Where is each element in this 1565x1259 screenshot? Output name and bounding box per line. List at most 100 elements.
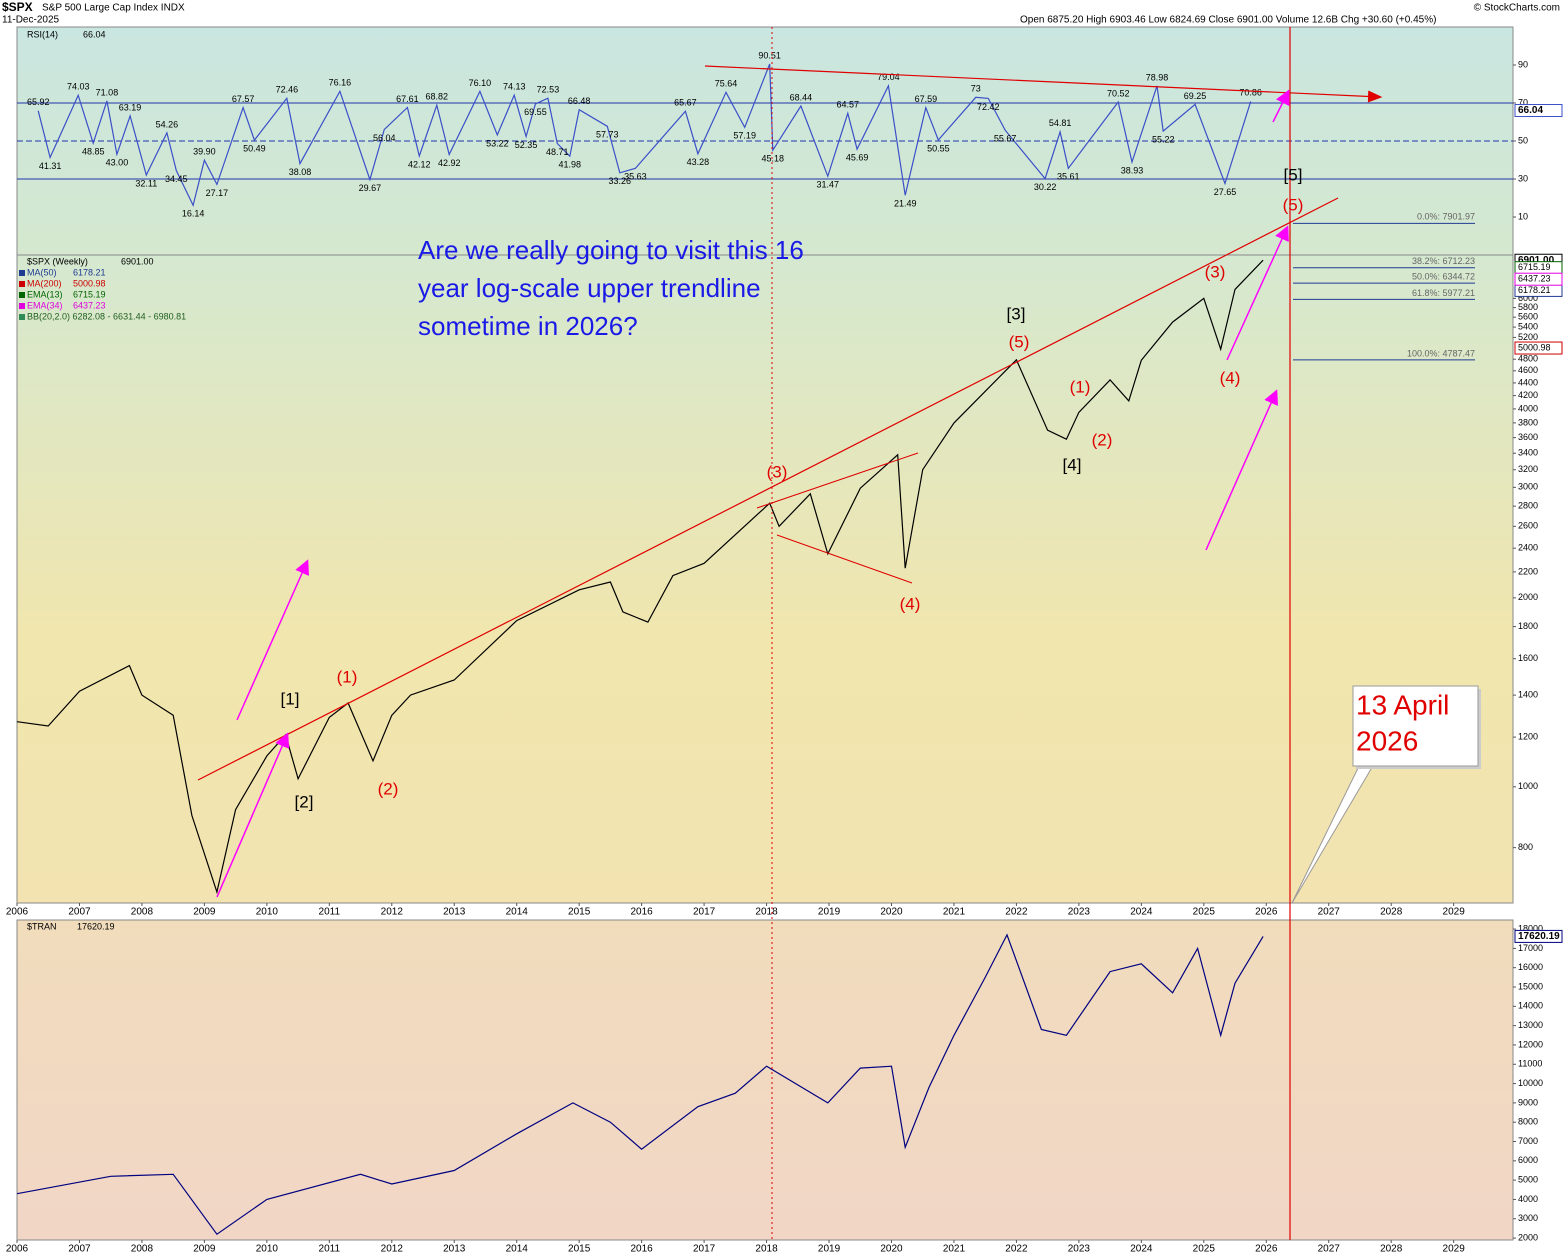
marks: 10 30 50 70 90 65.92 41.31 74.03 48.85 71.08 43.00… — [6, 29, 1563, 1255]
data-label: 67.57 — [232, 94, 255, 104]
data-label: 45.18 — [762, 154, 785, 164]
data-label: 48.71 — [546, 147, 569, 157]
x-tick-label: 2008 — [131, 907, 154, 918]
x-tick-label: 2021 — [943, 1244, 966, 1255]
wave-label: (3) — [767, 462, 788, 481]
y-tick-label: 4600 — [1518, 365, 1538, 375]
y-tick-label: 1200 — [1518, 731, 1538, 741]
data-label: 35.61 — [1057, 172, 1080, 182]
y-tick-label: 6000 — [1518, 293, 1538, 303]
x-tick-label: 2020 — [880, 907, 903, 918]
date: 11-Dec-2025 — [2, 15, 60, 26]
y-tick-label: 15000 — [1518, 981, 1543, 991]
y-tick-label: 10 — [1518, 211, 1528, 221]
data-label: 39.90 — [193, 147, 216, 157]
data-label: 76.16 — [329, 78, 352, 88]
legend-swatch — [19, 303, 25, 309]
data-label: 74.03 — [67, 82, 90, 92]
arrow — [236, 559, 309, 721]
x-tick-label: 2025 — [1193, 1244, 1216, 1255]
quote: Open 6875.20 High 6903.46 Low 6824.69 Cl… — [1020, 15, 1436, 26]
x-tick-label: 2012 — [381, 907, 404, 918]
x-tick-label: 2006 — [6, 1244, 29, 1255]
x-tick-label: 2007 — [68, 1244, 91, 1255]
data-label: 72.46 — [276, 85, 299, 95]
y-tick-label: 9000 — [1518, 1097, 1538, 1107]
y-tick-label: 4000 — [1518, 1194, 1538, 1204]
y-tick-label: 50 — [1518, 135, 1528, 145]
legend-name: $SPX (Weekly) — [27, 256, 88, 266]
x-tick-label: 2013 — [443, 907, 466, 918]
legend-value: 6715.19 — [73, 289, 106, 299]
fib-label: 0.0%: 7901.97 — [1417, 212, 1475, 222]
x-tick-label: 2008 — [131, 1244, 154, 1255]
wave-label: (1) — [1070, 377, 1091, 396]
y-tick-label: 2600 — [1518, 521, 1538, 531]
legend-value: 17620.19 — [77, 921, 115, 931]
data-label: 73 — [971, 84, 981, 94]
rsi-divergence — [704, 65, 1383, 103]
triangle-top — [756, 452, 919, 509]
legend-name: EMA(34) — [27, 300, 63, 310]
x-tick-label: 2012 — [381, 1244, 404, 1255]
wave-label: (4) — [900, 594, 921, 613]
data-label: 70.52 — [1107, 88, 1130, 98]
wave-label: [2] — [295, 792, 314, 811]
x-tick-label: 2015 — [568, 907, 591, 918]
data-label: 74.13 — [503, 82, 526, 92]
wave-label: (5) — [1009, 332, 1030, 351]
x-tick-label: 2011 — [319, 907, 341, 918]
data-label: 38.08 — [289, 167, 312, 177]
y-tick-label: 4000 — [1518, 403, 1538, 413]
x-tick-label: 2017 — [693, 907, 716, 918]
x-tick-label: 2028 — [1380, 1244, 1403, 1255]
data-label: 27.65 — [1214, 187, 1237, 197]
y-tick-label: 800 — [1518, 842, 1533, 852]
y-tick-label: 3000 — [1518, 482, 1538, 492]
y-tick-label: 2000 — [1518, 592, 1538, 602]
upper-trendline — [197, 197, 1339, 781]
y-tick-label: 2000 — [1518, 1232, 1538, 1242]
data-label: 56.04 — [373, 133, 396, 143]
y-tick-label: 17000 — [1518, 943, 1543, 953]
y-tick-label: 5800 — [1518, 302, 1538, 312]
data-label: 66.48 — [568, 96, 591, 106]
y-tick-label: 5400 — [1518, 321, 1538, 331]
x-tick-label: 2028 — [1380, 907, 1403, 918]
legend-swatch — [19, 270, 25, 276]
data-label: 65.67 — [674, 98, 697, 108]
data-label: 16.14 — [182, 209, 205, 219]
y-tick-label: 4800 — [1518, 354, 1538, 364]
data-label: 55.67 — [994, 134, 1017, 144]
legend-name: MA(50) — [27, 267, 57, 277]
data-label: 41.31 — [39, 161, 62, 171]
x-tick-label: 2014 — [506, 907, 529, 918]
legend-value: 66.04 — [83, 29, 106, 39]
legend-value: 5000.98 — [73, 278, 106, 288]
x-tick-label: 2010 — [256, 1244, 279, 1255]
y-tick-label: 3800 — [1518, 417, 1538, 427]
legend-name: $TRAN — [27, 921, 57, 931]
legend-value: 6437.23 — [73, 300, 106, 310]
y-tick-label: 7000 — [1518, 1136, 1538, 1146]
data-label: 50.55 — [927, 143, 950, 153]
y-tick-label: 90 — [1518, 59, 1528, 69]
data-label: 21.49 — [894, 199, 917, 209]
data-label: 78.98 — [1146, 72, 1169, 82]
tran-panel — [16, 919, 1514, 1241]
data-label: 27.17 — [206, 188, 229, 198]
y-tick-label: 4400 — [1518, 377, 1538, 387]
y-tick-label: 5600 — [1518, 312, 1538, 322]
data-label: 72.53 — [537, 85, 560, 95]
callout-line: 13 April — [1356, 689, 1449, 720]
y-tick-label: 6000 — [1518, 1155, 1538, 1165]
x-tick-label: 2006 — [6, 907, 29, 918]
x-tick-label: 2018 — [755, 907, 778, 918]
data-label: 55.22 — [1152, 134, 1175, 144]
legend-swatch — [19, 281, 25, 287]
question-line: Are we really going to visit this 16 — [418, 235, 804, 265]
y-tick-label: 11000 — [1518, 1059, 1542, 1069]
data-label: 42.92 — [438, 158, 461, 168]
